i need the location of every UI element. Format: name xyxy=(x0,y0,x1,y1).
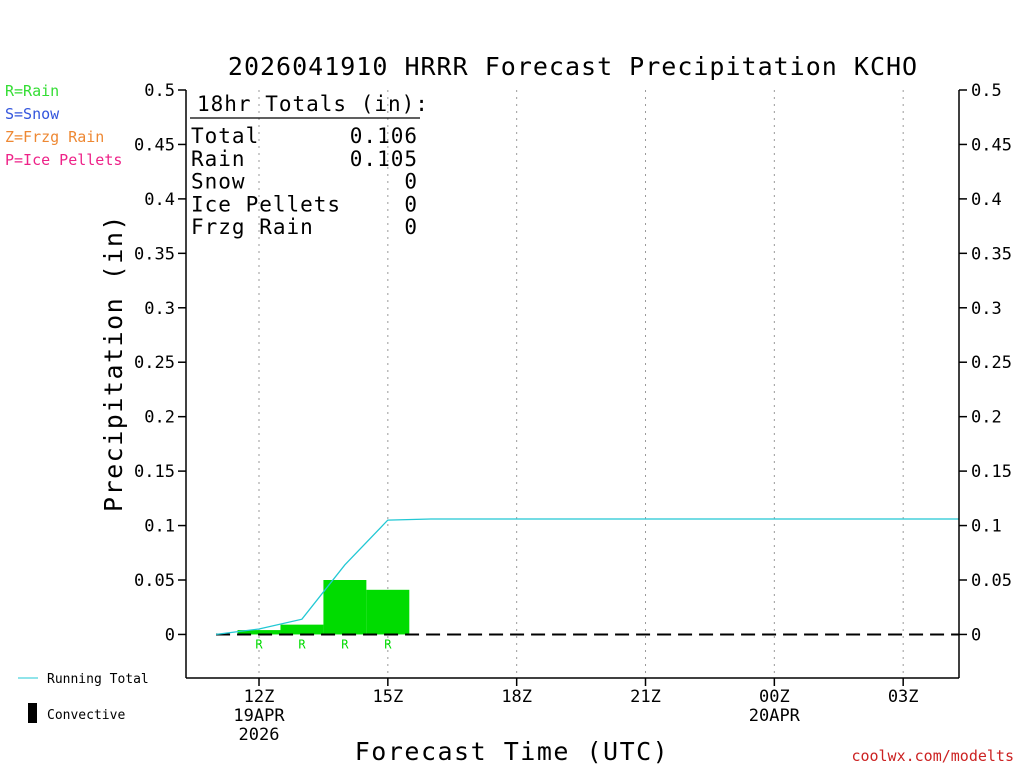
y-tick-label-left-2: 0.1 xyxy=(144,517,175,537)
y-tick-label-left-9: 0.45 xyxy=(134,135,175,155)
y-tick-label-right-8: 0.4 xyxy=(971,190,1002,210)
series-legend: Running Total Convective xyxy=(18,672,149,723)
y-tick-label-left-0: 0 xyxy=(165,625,175,645)
x-tick-label-2: 18Z xyxy=(501,687,532,707)
credit-text: coolwx.com/modelts xyxy=(851,747,1014,765)
y-tick-label-right-9: 0.45 xyxy=(971,135,1012,155)
precip-mark-0: R xyxy=(255,637,263,651)
y-tick-label-left-7: 0.35 xyxy=(134,244,175,264)
y-tick-label-right-1: 0.05 xyxy=(971,571,1012,591)
totals-value-3: 0 xyxy=(404,192,418,216)
totals-value-0: 0.106 xyxy=(350,124,418,148)
y-tick-label-right-0: 0 xyxy=(971,625,981,645)
totals-value-2: 0 xyxy=(404,170,418,194)
totals-box: 18hr Totals (in): Total 0.106 Rain 0.105 Snow… xyxy=(190,92,429,239)
x-tick-label-3: 21Z xyxy=(630,687,661,707)
totals-value-4: 0 xyxy=(404,215,418,239)
y-tick-label-left-10: 0.5 xyxy=(144,81,175,101)
precip-legend-2: Z=Frzg Rain xyxy=(5,128,104,146)
precip-legend-0: R=Rain xyxy=(5,82,59,100)
bars-group xyxy=(237,580,410,635)
x-tick-label-5: 03Z xyxy=(888,687,919,707)
totals-label-1: Rain xyxy=(191,147,246,171)
grid-lines xyxy=(258,90,904,678)
precip-mark-1: R xyxy=(298,637,306,651)
totals-label-3: Ice Pellets xyxy=(191,192,341,216)
totals-value-1: 0.105 xyxy=(350,147,418,171)
y-tick-label-left-5: 0.25 xyxy=(134,353,175,373)
totals-label-2: Snow xyxy=(191,170,246,194)
x-tick-label-0: 12Z xyxy=(244,687,275,707)
running-total-line xyxy=(216,518,959,636)
y-tick-label-left-1: 0.05 xyxy=(134,571,175,591)
x-axis-label: Forecast Time (UTC) xyxy=(355,737,669,766)
chart-title: 2026041910 HRRR Forecast Precipitation K… xyxy=(228,52,918,81)
y-tick-label-left-4: 0.2 xyxy=(144,408,175,428)
totals-label-4: Frzg Rain xyxy=(191,215,314,239)
precip-mark-2: R xyxy=(341,637,349,651)
precip-legend-3: P=Ice Pellets xyxy=(5,151,122,169)
totals-heading: 18hr Totals (in): xyxy=(197,92,429,116)
precip-type-legend: R=Rain S=Snow Z=Frzg Rain P=Ice Pellets xyxy=(5,82,122,169)
y-tick-label-right-5: 0.25 xyxy=(971,353,1012,373)
bar-2 xyxy=(323,580,367,635)
y-tick-label-right-4: 0.2 xyxy=(971,408,1002,428)
y-tick-label-right-7: 0.35 xyxy=(971,244,1012,264)
convective-legend-swatch xyxy=(28,703,37,723)
lines-group xyxy=(216,518,959,636)
x-tick-year-0: 2026 xyxy=(239,725,280,745)
y-tick-label-right-2: 0.1 xyxy=(971,517,1002,537)
convective-legend-label: Convective xyxy=(47,708,125,723)
bar-1 xyxy=(280,624,324,635)
x-tick-label-4: 00Z xyxy=(759,687,790,707)
axes-group: 0 00.05 0.050.1 0.10.15 0.150.2 0.20.25 0.250.… xyxy=(134,81,1012,745)
y-tick-label-right-6: 0.3 xyxy=(971,299,1002,319)
precip-legend-1: S=Snow xyxy=(5,105,60,123)
y-tick-label-right-3: 0.15 xyxy=(971,462,1012,482)
x-tick-date-4: 20APR xyxy=(749,706,801,726)
x-tick-date-0: 19APR xyxy=(233,706,285,726)
running-total-legend-label: Running Total xyxy=(47,672,149,687)
y-tick-label-left-8: 0.4 xyxy=(144,190,175,210)
x-tick-label-1: 15Z xyxy=(372,687,403,707)
y-tick-label-right-10: 0.5 xyxy=(971,81,1002,101)
bar-0 xyxy=(237,630,281,635)
precip-mark-3: R xyxy=(384,637,392,651)
y-tick-label-left-6: 0.3 xyxy=(144,299,175,319)
totals-label-0: Total xyxy=(191,124,259,148)
y-tick-label-left-3: 0.15 xyxy=(134,462,175,482)
y-axis-label: Precipitation (in) xyxy=(99,214,128,512)
bar-3 xyxy=(366,589,410,635)
